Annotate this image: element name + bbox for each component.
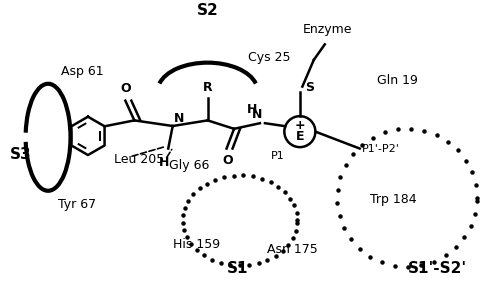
- Text: Enzyme: Enzyme: [302, 23, 352, 36]
- Text: Asn 175: Asn 175: [268, 243, 318, 256]
- Text: P1'-P2': P1'-P2': [362, 143, 400, 154]
- Text: H: H: [159, 156, 170, 169]
- Text: O: O: [120, 82, 130, 95]
- Text: S1'-S2': S1'-S2': [408, 261, 467, 276]
- Text: S2: S2: [196, 3, 218, 18]
- Text: +: +: [294, 119, 305, 132]
- Text: Gln 19: Gln 19: [377, 74, 418, 87]
- Text: Cys 25: Cys 25: [248, 51, 290, 63]
- Text: O: O: [222, 154, 233, 167]
- Text: S1: S1: [227, 261, 248, 276]
- Text: N: N: [252, 108, 262, 121]
- Text: P1: P1: [270, 151, 284, 161]
- Text: Tyr 67: Tyr 67: [58, 198, 96, 211]
- Text: N: N: [174, 112, 184, 125]
- Text: Leu 205: Leu 205: [114, 153, 164, 166]
- Text: R: R: [203, 82, 212, 95]
- Text: His 159: His 159: [172, 238, 220, 251]
- Text: E: E: [296, 130, 304, 143]
- Text: S3: S3: [10, 147, 32, 162]
- Text: Asp 61: Asp 61: [60, 65, 103, 78]
- Text: H: H: [248, 103, 258, 116]
- Text: S: S: [305, 82, 314, 95]
- Text: Trp 184: Trp 184: [370, 193, 416, 206]
- Text: Gly 66: Gly 66: [169, 159, 209, 172]
